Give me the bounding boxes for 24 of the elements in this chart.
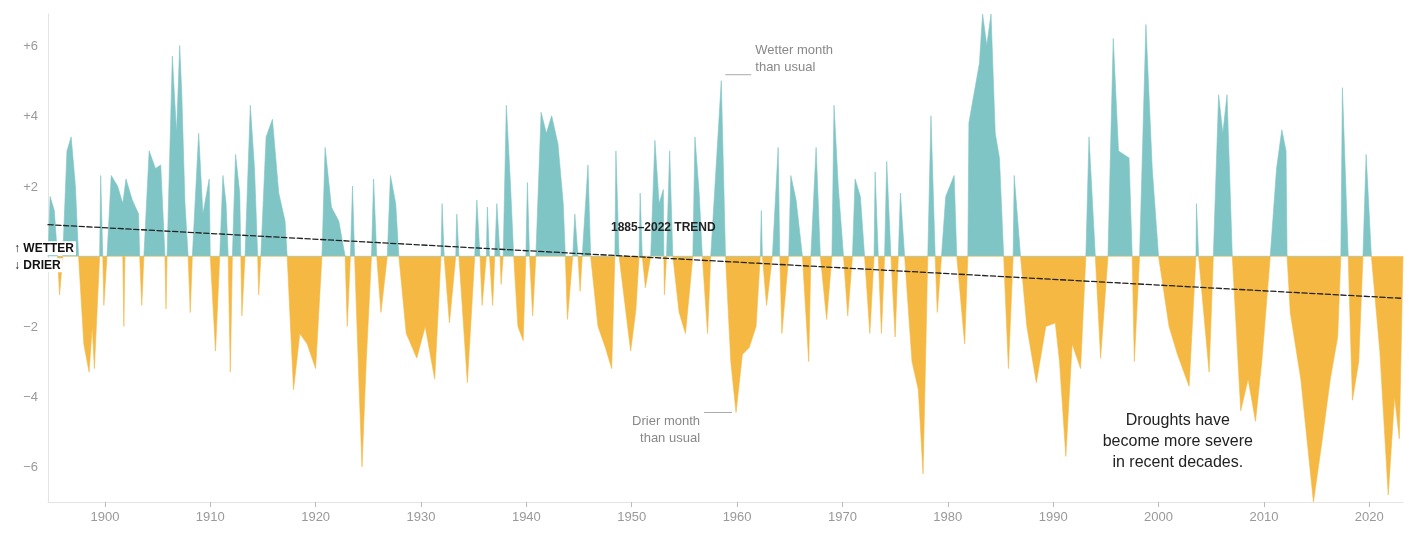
x-tick-label: 1970 <box>827 509 857 524</box>
x-tick-label: 1910 <box>195 509 225 524</box>
x-tick-label: 1980 <box>933 509 963 524</box>
annotation: ↓ DRIER <box>14 258 61 273</box>
y-tick-label: +2 <box>23 178 38 194</box>
y-tick-label: −2 <box>23 318 38 334</box>
x-tick-label: 2020 <box>1354 509 1384 524</box>
y-tick-label: +4 <box>23 108 38 124</box>
x-tick-label: 1900 <box>90 509 120 524</box>
x-tick-label: 1940 <box>511 509 541 524</box>
y-tick-label: −6 <box>23 459 38 475</box>
x-tick-label: 1930 <box>406 509 436 524</box>
annotation: Wetter month than usual <box>755 41 834 74</box>
x-tick-label: 1990 <box>1038 509 1068 524</box>
y-tick-label: +6 <box>23 38 38 54</box>
annotation: Drier month than usual <box>632 413 701 446</box>
annotation: ↑ WETTER <box>14 241 75 256</box>
annotation: Droughts have become more severe in recent decades. <box>1102 411 1254 471</box>
x-tick-label: 2000 <box>1144 509 1174 524</box>
x-tick-label: 2010 <box>1249 509 1279 524</box>
y-tick-label: −4 <box>23 389 38 405</box>
x-tick-label: 1950 <box>617 509 647 524</box>
x-tick-label: 1960 <box>722 509 752 524</box>
x-tick-label: 1920 <box>301 509 331 524</box>
